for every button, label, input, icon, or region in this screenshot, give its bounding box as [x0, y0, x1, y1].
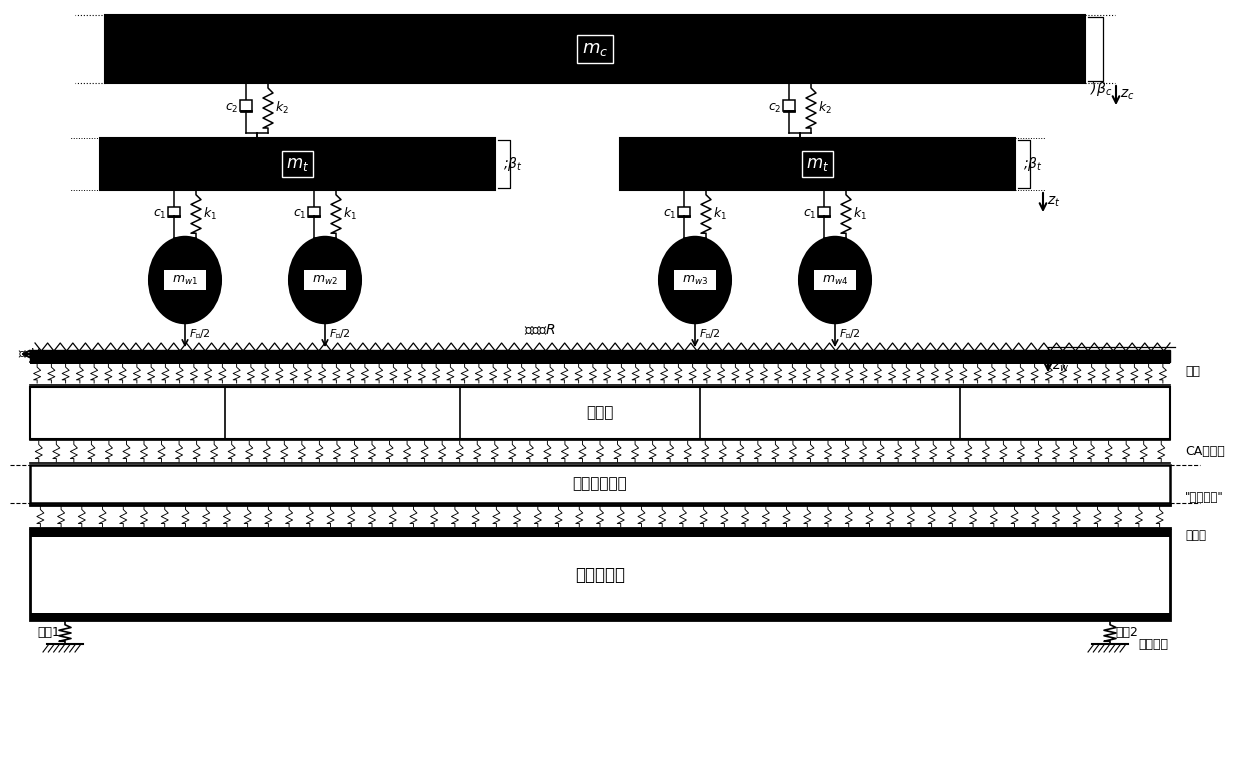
Text: $z_t$: $z_t$: [1047, 195, 1061, 210]
Text: 钢轨$V$: 钢轨$V$: [19, 347, 42, 361]
Bar: [309, 206, 320, 217]
Text: $F_{轴}/2$: $F_{轴}/2$: [330, 327, 351, 341]
Bar: [30, 387, 1170, 439]
Text: 混凝土箱梁: 混凝土箱梁: [575, 566, 624, 584]
Text: 支座2: 支座2: [1115, 626, 1137, 639]
Ellipse shape: [799, 237, 871, 323]
Bar: [164, 270, 206, 290]
Text: 轨道板: 轨道板: [586, 406, 613, 421]
Bar: [674, 270, 716, 290]
Text: CA砂浆层: CA砂浆层: [1184, 445, 1224, 458]
Text: 支座1: 支座1: [37, 626, 59, 639]
Bar: [783, 100, 795, 111]
Bar: [240, 100, 252, 111]
Text: $m_c$: $m_c$: [582, 40, 608, 58]
Bar: [30, 530, 1170, 620]
Text: "两布一膜": "两布一膜": [1184, 491, 1224, 504]
Text: $m_{w3}$: $m_{w3}$: [681, 273, 709, 287]
Ellipse shape: [659, 237, 731, 323]
Text: 桥梁支座: 桥梁支座: [1137, 639, 1168, 651]
Text: $F_{轴}/2$: $F_{轴}/2$: [699, 327, 721, 341]
Text: $k_2$: $k_2$: [818, 100, 831, 116]
Text: $k_2$: $k_2$: [275, 100, 289, 116]
Text: $k_1$: $k_1$: [852, 206, 867, 222]
Text: $F_{轴}/2$: $F_{轴}/2$: [839, 327, 861, 341]
Text: $m_t$: $m_t$: [286, 155, 309, 173]
Bar: [30, 465, 1170, 503]
Text: $z_w$: $z_w$: [1052, 360, 1069, 374]
Text: ;$\beta_t$: ;$\beta_t$: [1023, 155, 1043, 173]
Text: ;$\beta_t$: ;$\beta_t$: [503, 155, 523, 173]
Bar: [100, 138, 496, 190]
Text: 滑动层: 滑动层: [1184, 529, 1206, 542]
Text: )$\beta_c$: )$\beta_c$: [1090, 80, 1113, 98]
Bar: [30, 350, 1170, 362]
Bar: [620, 138, 1015, 190]
Text: $k_1$: $k_1$: [203, 206, 217, 222]
Text: $c_1$: $c_1$: [663, 207, 676, 220]
Bar: [169, 206, 180, 217]
Text: 混凝土底座板: 混凝土底座板: [572, 477, 627, 492]
Bar: [814, 270, 856, 290]
Bar: [304, 270, 346, 290]
Text: $c_1$: $c_1$: [294, 207, 307, 220]
Text: $m_{w2}$: $m_{w2}$: [312, 273, 338, 287]
Text: 扣件: 扣件: [1184, 365, 1201, 378]
Bar: [678, 206, 690, 217]
Text: $c_2$: $c_2$: [225, 101, 239, 115]
Text: $m_{w1}$: $m_{w1}$: [172, 273, 198, 287]
Bar: [30, 362, 1170, 364]
Ellipse shape: [149, 237, 221, 323]
Ellipse shape: [289, 237, 361, 323]
Text: $k_1$: $k_1$: [712, 206, 727, 222]
Text: 不平顺$R$: 不平顺$R$: [524, 323, 556, 337]
Text: $c_2$: $c_2$: [768, 101, 782, 115]
Bar: [818, 206, 830, 217]
Text: $k_1$: $k_1$: [343, 206, 357, 222]
Text: $c_1$: $c_1$: [154, 207, 167, 220]
Bar: [30, 613, 1170, 620]
Text: $m_t$: $m_t$: [805, 155, 829, 173]
Text: $m_{w4}$: $m_{w4}$: [821, 273, 849, 287]
Text: $c_1$: $c_1$: [803, 207, 817, 220]
Bar: [30, 530, 1170, 537]
Text: $F_{轴}/2$: $F_{轴}/2$: [190, 327, 211, 341]
Text: $z_c$: $z_c$: [1120, 88, 1135, 102]
Bar: [105, 15, 1085, 83]
